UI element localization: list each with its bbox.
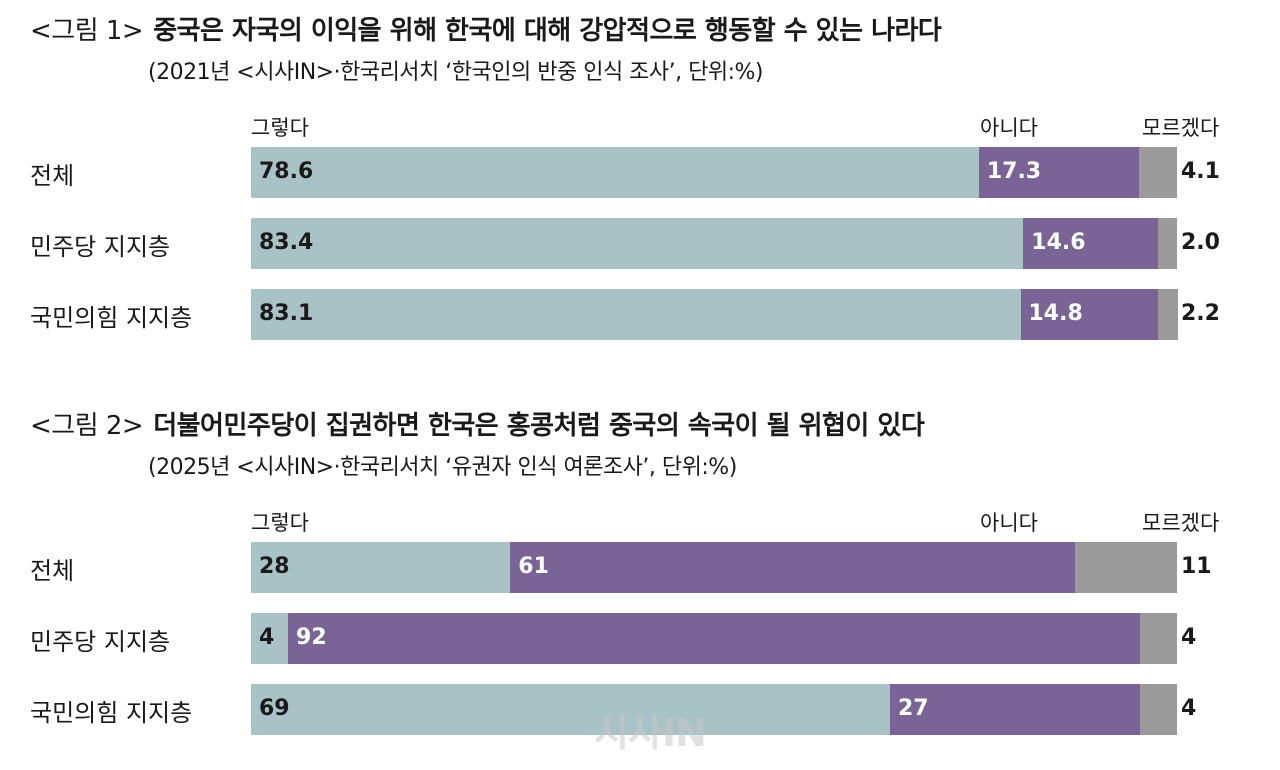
row-label: 전체 [30,557,75,585]
figure-number: <그림 2> [30,411,144,441]
bar-segment-dont-know [1139,147,1177,198]
data-label-yes: 78.6 [259,159,314,184]
figure-title-text: 중국은 자국의 이익을 위해 한국에 대해 강압적으로 행동할 수 있는 나라다 [153,16,942,46]
data-label-dont-know: 4 [1181,625,1197,650]
row-label: 국민의힘 지지층 [30,304,193,332]
data-label-yes: 69 [259,696,290,721]
figure-2: <그림 2> 더불어민주당이 집권하면 한국은 홍콩처럼 중국의 속국이 될 위협… [0,395,1280,765]
legend-no: 아니다 [980,511,1038,535]
data-label-dont-know: 11 [1181,554,1212,579]
bar-segment-yes [251,684,890,735]
bar-segment-no [288,613,1140,664]
bar-segment-dont-know [1139,684,1177,735]
data-label-no: 14.6 [1031,230,1086,255]
data-label-yes: 4 [259,625,275,650]
bar-segment-dont-know [1139,613,1177,664]
data-label-yes: 83.1 [259,301,314,326]
bar-track: 4 92 4 [251,613,1196,664]
bar-segment-no [1023,218,1159,269]
figure-1: <그림 1> 중국은 자국의 이익을 위해 한국에 대해 강압적으로 행동할 수 … [0,0,1280,380]
figure-subtitle: (2021년 <시사IN>·한국리서치 ‘한국인의 반중 인식 조사’, 단위:… [148,60,764,85]
row-label: 국민의힘 지지층 [30,699,193,727]
figure-subtitle: (2025년 <시사IN>·한국리서치 ‘유권자 인식 여론조사’, 단위:%) [148,455,737,480]
figure-title-text: 더불어민주당이 집권하면 한국은 홍콩처럼 중국의 속국이 될 위협이 있다 [153,411,925,441]
legend-yes: 그렇다 [251,511,309,535]
data-label-dont-know: 4 [1181,696,1197,721]
row-label: 민주당 지지층 [30,628,171,656]
bar-track: 69 27 4 [251,684,1196,735]
bar-segment-dont-know [1158,218,1177,269]
bar-track: 78.6 17.3 4.1 [251,147,1220,198]
data-label-yes: 83.4 [259,230,314,255]
data-label-dont-know: 2.0 [1181,230,1220,255]
bar-segment-yes [251,218,1024,269]
bar-track: 83.1 14.8 2.2 [251,289,1220,340]
legend-dont-know: 모르겠다 [1142,116,1220,140]
data-label-dont-know: 2.2 [1181,301,1220,326]
data-label-no: 17.3 [986,159,1042,184]
bar-segment-no [1020,289,1158,340]
data-label-no: 27 [897,696,929,721]
row-label: 민주당 지지층 [30,233,171,261]
bar-segment-yes [251,147,979,198]
legend-dont-know: 모르겠다 [1142,511,1220,535]
data-label-no: 14.8 [1028,301,1083,326]
bar-track: 28 61 11 [251,542,1212,593]
bar-track: 83.4 14.6 2.0 [251,218,1220,269]
bar-segment-no [889,684,1140,735]
data-label-dont-know: 4.1 [1181,159,1220,184]
figure-number: <그림 1> [30,16,144,46]
bar-segment-yes [251,289,1021,340]
legend-no: 아니다 [980,116,1038,140]
bar-segment-yes [251,542,511,593]
legend-yes: 그렇다 [251,116,309,140]
data-label-yes: 28 [259,554,290,579]
figure-title: <그림 1> 중국은 자국의 이익을 위해 한국에 대해 강압적으로 행동할 수 … [30,10,942,47]
bar-segment-no [978,147,1140,198]
data-label-no: 92 [296,625,327,650]
bar-segment-yes [251,613,289,664]
figure-title: <그림 2> 더불어민주당이 집권하면 한국은 홍콩처럼 중국의 속국이 될 위협… [30,405,925,442]
data-label-no: 61 [518,554,549,579]
bar-segment-dont-know [1075,542,1177,593]
bar-segment-no [510,542,1076,593]
bar-segment-dont-know [1157,289,1178,340]
row-label: 전체 [30,162,75,190]
